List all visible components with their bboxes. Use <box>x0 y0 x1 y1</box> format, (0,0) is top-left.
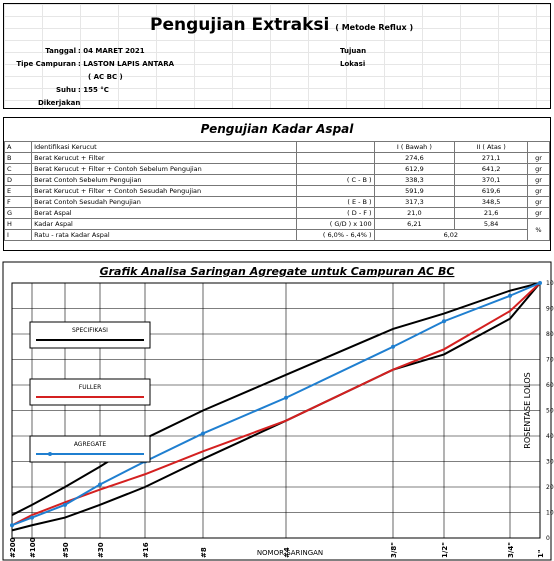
cell: ( 6,0% - 6,4% ) <box>296 229 375 241</box>
y-tick-label: 40 <box>546 433 554 440</box>
header-box <box>3 3 551 109</box>
y-tick-label: 100 <box>546 280 554 287</box>
x-axis-label: NOMOR SARINGAN <box>257 549 323 557</box>
row: E Berat Kerucut + Filter + Contoh Sesudah… <box>3 185 550 197</box>
row: B Berat Kerucut + Filter 274,6 271,1 gr <box>3 152 550 164</box>
x-tick-label: 3/8" <box>390 542 398 558</box>
y-axis-label: ROSENTASE LOLOS <box>523 372 532 448</box>
y-tick-label: 30 <box>546 459 554 466</box>
row: D Berat Contoh Sebelum Pengujian( C - B )… <box>3 174 550 186</box>
method: ( Metode Reflux ) <box>335 23 414 32</box>
legend-label: FULLER <box>79 384 102 391</box>
label: Lokasi <box>340 60 366 68</box>
x-tick-label: 3/4" <box>507 542 515 558</box>
label: Tujuan <box>340 47 367 55</box>
value: ( AC BC ) <box>88 73 123 81</box>
marker <box>98 482 102 487</box>
line <box>11 282 541 532</box>
value: : 155 °C <box>78 86 109 94</box>
chart-title: Grafik Analisa Saringan Agregate untuk C… <box>100 265 455 278</box>
y-tick-label: 10 <box>546 510 554 517</box>
y-tick-label: 50 <box>546 408 554 415</box>
marker <box>10 523 14 528</box>
table: A Identifikasi Kerucut I ( Bawah ) II ( Ata… <box>3 141 550 241</box>
row: A Identifikasi Kerucut I ( Bawah ) II ( Ata… <box>3 141 550 153</box>
y-tick-label: 0 <box>546 535 550 542</box>
line <box>11 282 541 527</box>
x-tick-label: #200 <box>9 537 17 558</box>
value: : LASTON LAPIS ANTARA <box>78 60 175 68</box>
y-tick-label: 20 <box>546 484 554 491</box>
x-tick-label: #50 <box>62 542 70 558</box>
marker <box>30 515 34 520</box>
x-tick-label: #4 <box>283 547 291 558</box>
cell: 6,02 <box>373 229 529 241</box>
x-tick-label: #8 <box>200 547 208 558</box>
legend-box <box>29 435 151 463</box>
title: Pengujian Extraksi ( Metode Reflux ) <box>150 15 413 35</box>
marker <box>538 281 542 285</box>
x-tick-label: #16 <box>142 542 150 558</box>
label: Dikerjakan <box>38 99 81 107</box>
marker <box>391 344 395 349</box>
x-tick-label: #100 <box>29 537 37 558</box>
marker <box>201 431 205 436</box>
legend-box <box>29 321 151 349</box>
x-tick-label: #30 <box>97 542 105 558</box>
line <box>11 282 541 516</box>
y-tick-label: 60 <box>546 382 554 389</box>
y-tick-label: 70 <box>546 357 554 364</box>
y-tick-label: 90 <box>546 306 554 313</box>
table-title: Pengujian Kadar Aspal <box>200 122 354 136</box>
row: C Berat Kerucut + Filter + Contoh Sebelum… <box>3 163 550 175</box>
marker <box>284 395 288 400</box>
cell: % <box>527 218 550 241</box>
row: G Berat Aspal( D - F ) 21,0 21,6 gr <box>3 207 550 219</box>
legend-marker <box>48 452 52 456</box>
y-tick-label: 80 <box>546 331 554 338</box>
x-tick-label: 1/2" <box>441 542 449 558</box>
legend-label: SPECIFIKASI <box>72 327 108 334</box>
marker <box>442 319 446 324</box>
cell: I <box>3 229 33 241</box>
label: Suhu <box>56 86 76 94</box>
label: Tipe Campuran <box>16 60 76 68</box>
title-text: Pengujian Extraksi <box>150 15 330 35</box>
value: : 04 MARET 2021 <box>78 47 145 55</box>
x-tick-label: 1" <box>537 549 545 558</box>
marker <box>63 502 67 507</box>
row: F Berat Contoh Sesudah Pengujian( E - B )… <box>3 196 550 208</box>
row: I Ratu - rata Kadar Aspal( 6,0% - 6,4% ) 6… <box>3 229 550 241</box>
legend-label: AGREGATE <box>74 441 107 448</box>
chart-frame <box>2 261 552 561</box>
label: Tanggal <box>45 47 76 55</box>
marker <box>508 293 512 298</box>
legend-box <box>29 378 151 406</box>
